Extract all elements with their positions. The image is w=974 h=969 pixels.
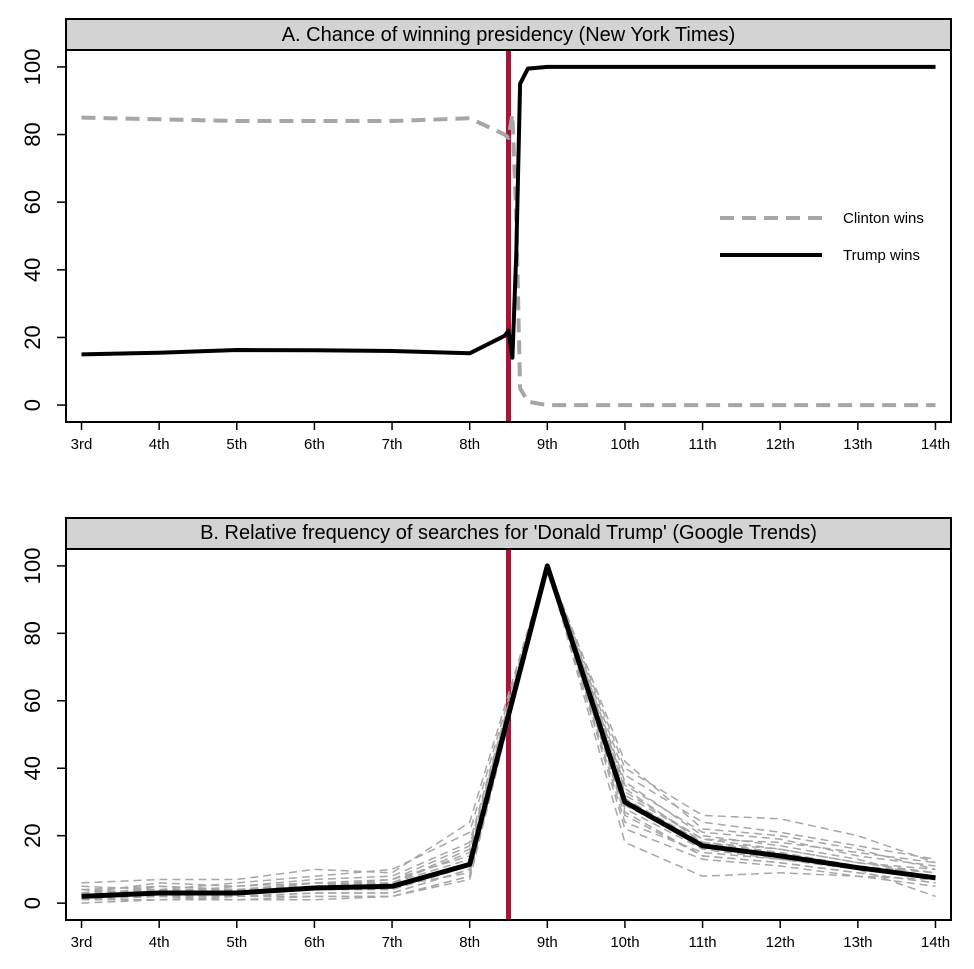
- panel-b-ytick-label-60: 60: [20, 689, 45, 713]
- panel-b-ytick-label-20: 20: [20, 823, 45, 847]
- panel-a-xtick-label-12th: 12th: [766, 436, 795, 453]
- panel-b-title: B. Relative frequency of searches for 'D…: [200, 522, 817, 544]
- background-series-line-10: [81, 563, 936, 891]
- panel-a-xtick-label-8th: 8th: [459, 436, 480, 453]
- background-series-line-8: [81, 563, 936, 894]
- panel-a-xtick-label-9th: 9th: [537, 436, 558, 453]
- panel-a-xtick-label-5th: 5th: [226, 436, 247, 453]
- panel-a-ytick-label-20: 20: [20, 325, 45, 349]
- panel-b-xtick-label-12th: 12th: [766, 934, 795, 951]
- panel-b-xtick-label-8th: 8th: [459, 934, 480, 951]
- panel-a-xtick-label-3rd: 3rd: [71, 436, 93, 453]
- background-series-line-2: [81, 563, 936, 884]
- panel-a-ytick-label-100: 100: [20, 49, 45, 86]
- panel-b-xtick-label-11th: 11th: [689, 934, 717, 951]
- panel-b-plot-area: [81, 549, 936, 920]
- panel-b-strip: [65, 517, 952, 550]
- panel-a-xtick-label-4th: 4th: [149, 436, 170, 453]
- panel-a-ytick-label-80: 80: [20, 122, 45, 146]
- panel-b-xtick-label-3rd: 3rd: [71, 934, 93, 951]
- series-line-clinton: [81, 112, 936, 408]
- panel-a-plot-area: [81, 50, 936, 422]
- panel-b-xtick-label-7th: 7th: [382, 934, 403, 951]
- panel-a-legend: Clinton wins Trump wins: [720, 210, 924, 264]
- legend-label-clinton: Clinton wins: [843, 210, 924, 227]
- panel-b-xtick-label-10th: 10th: [610, 934, 639, 951]
- background-series-line-13: [81, 563, 936, 898]
- panel-a-ytick-label-60: 60: [20, 190, 45, 214]
- legend-label-trump: Trump wins: [843, 247, 920, 264]
- panel-b-ytick-label-0: 0: [20, 897, 45, 909]
- panel-a-ytick-label-0: 0: [20, 399, 45, 411]
- panel-b-xtick-label-4th: 4th: [149, 934, 170, 951]
- panel-a-xtick-label-10th: 10th: [610, 436, 639, 453]
- panel-b-ytick-label-100: 100: [20, 548, 45, 585]
- panel-b-xtick-label-9th: 9th: [537, 934, 558, 951]
- main-series-line: [81, 563, 936, 899]
- panel-a-xtick-label-14th: 14th: [921, 436, 950, 453]
- panel-a-ytick-label-40: 40: [20, 258, 45, 282]
- background-series-line-16: [81, 563, 936, 898]
- panel-b-xtick-label-5th: 5th: [226, 934, 247, 951]
- panel-a-xtick-label-6th: 6th: [304, 436, 325, 453]
- panel-a-xtick-label-11th: 11th: [689, 436, 717, 453]
- background-series-line-6: [81, 563, 936, 894]
- panel-b-ytick-label-80: 80: [20, 621, 45, 645]
- panel-b-frame: [65, 548, 952, 921]
- series-line-trump: [81, 64, 936, 360]
- panel-a-title: A. Chance of winning presidency (New Yor…: [282, 24, 736, 46]
- panel-a-frame: [65, 49, 952, 423]
- panel-b: B. Relative frequency of searches for 'D…: [20, 517, 952, 951]
- panel-b-xtick-label-13th: 13th: [843, 934, 872, 951]
- panel-a-xtick-label-7th: 7th: [382, 436, 403, 453]
- panel-b-ytick-label-40: 40: [20, 756, 45, 780]
- panel-a-strip: [65, 18, 952, 51]
- panel-a: A. Chance of winning presidency (New Yor…: [20, 18, 952, 453]
- panel-b-xtick-label-14th: 14th: [921, 934, 950, 951]
- panel-a-xtick-label-13th: 13th: [843, 436, 872, 453]
- panel-b-xtick-label-6th: 6th: [304, 934, 325, 951]
